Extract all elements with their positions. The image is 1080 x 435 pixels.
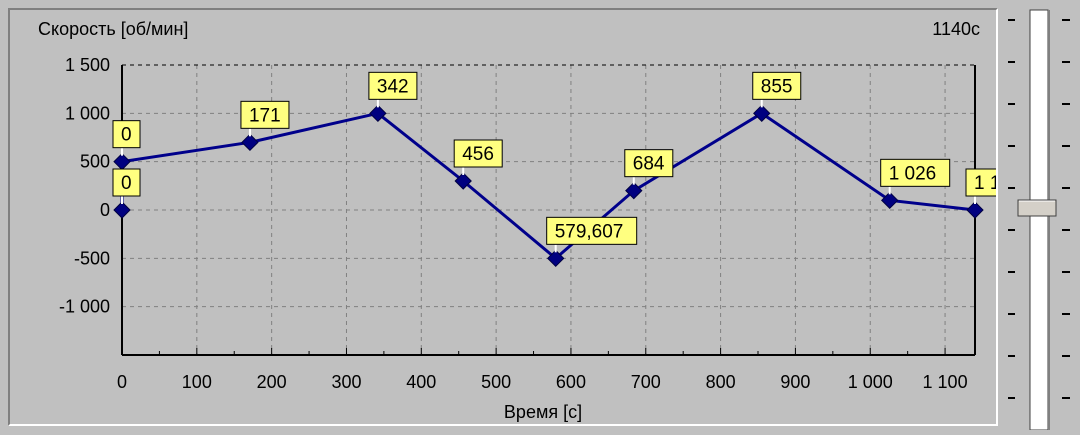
x-tick-label: 1 100 bbox=[923, 372, 968, 392]
data-point bbox=[625, 181, 643, 200]
y-tick-label: -1 000 bbox=[59, 297, 110, 317]
point-labels: 0 0 171 342 456 579,607 684 855 1 026 1 140 bbox=[112, 71, 996, 253]
tick-labels: 0 100 200 300 400 500 600 700 800 900 1 000 1 100 1 … bbox=[59, 55, 968, 392]
data-point bbox=[454, 172, 472, 190]
data-point bbox=[546, 249, 565, 268]
point-label-box bbox=[240, 100, 290, 129]
point-label: 1 026 bbox=[889, 163, 937, 184]
y-tick-label: 500 bbox=[80, 152, 110, 172]
x-tick-label: 200 bbox=[257, 372, 287, 392]
point-label-box bbox=[112, 168, 141, 197]
data-point bbox=[880, 191, 899, 210]
point-label: 579,607 bbox=[555, 221, 624, 242]
x-tick-label: 100 bbox=[182, 372, 212, 392]
x-tick-label: 700 bbox=[631, 372, 661, 392]
point-label: 855 bbox=[761, 76, 793, 97]
data-point bbox=[241, 133, 259, 152]
y-tick-label: -500 bbox=[74, 248, 110, 268]
chart-panel: Скорость [об/мин] 1140с Время [с] 0 100 20… bbox=[8, 8, 998, 426]
y-tick-label: 0 bbox=[100, 200, 110, 220]
vertical-slider[interactable] bbox=[1000, 0, 1080, 431]
x-tick-label: 0 bbox=[117, 372, 127, 392]
point-label: 0 bbox=[121, 125, 132, 146]
data-point bbox=[753, 104, 771, 123]
x-tick-label: 400 bbox=[406, 372, 436, 392]
y-tick-label: 1 500 bbox=[65, 55, 110, 75]
point-label-box bbox=[453, 139, 503, 168]
x-tick-label: 300 bbox=[331, 372, 361, 392]
point-label: 171 bbox=[249, 105, 281, 126]
data-point bbox=[369, 104, 387, 123]
point-label-box bbox=[112, 120, 141, 149]
slider-track bbox=[1029, 9, 1049, 431]
point-label-box bbox=[752, 71, 802, 100]
series bbox=[113, 104, 984, 268]
series-line bbox=[120, 111, 976, 261]
point-label-box bbox=[880, 158, 951, 187]
y-tick-label: 1 000 bbox=[65, 103, 110, 123]
point-label-box bbox=[624, 149, 674, 178]
data-point bbox=[966, 201, 984, 219]
x-axis-label: Время [с] bbox=[504, 402, 582, 422]
data-point bbox=[113, 201, 131, 219]
x-tick-label: 900 bbox=[780, 372, 810, 392]
x-tick-label: 1 000 bbox=[848, 372, 893, 392]
chart-title: Скорость [об/мин] bbox=[38, 19, 188, 39]
x-tick-label: 500 bbox=[481, 372, 511, 392]
point-label: 1 140 bbox=[974, 173, 996, 194]
slider-thumb[interactable] bbox=[1017, 199, 1057, 217]
time-readout: 1140с bbox=[932, 19, 980, 39]
x-tick-label: 800 bbox=[706, 372, 736, 392]
x-tick-label: 600 bbox=[556, 372, 586, 392]
speed-chart: Скорость [об/мин] 1140с Время [с] 0 100 20… bbox=[38, 19, 996, 422]
point-label-box bbox=[546, 216, 638, 245]
point-label-box bbox=[965, 168, 996, 197]
slider-graphic[interactable] bbox=[1000, 0, 1080, 431]
point-label: 456 bbox=[462, 144, 494, 165]
point-label: 684 bbox=[633, 154, 665, 175]
data-point bbox=[113, 152, 131, 171]
point-label: 342 bbox=[377, 76, 409, 97]
point-label: 0 bbox=[121, 173, 132, 194]
point-label-box bbox=[368, 71, 418, 100]
